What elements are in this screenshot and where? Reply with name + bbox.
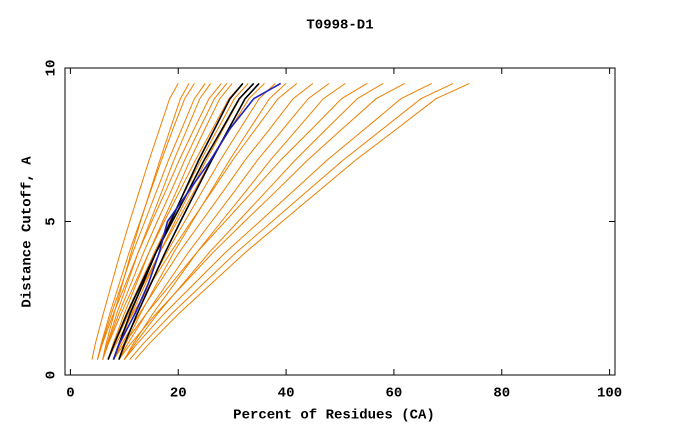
chart-title: T0998-D1	[306, 18, 373, 34]
x-tick-label: 100	[597, 386, 622, 402]
x-tick-label: 60	[386, 386, 403, 402]
x-tick-label: 20	[170, 386, 187, 402]
series-line	[102, 83, 212, 360]
series-line	[102, 83, 244, 360]
series-line	[134, 82, 470, 360]
series-line	[118, 83, 287, 360]
y-tick-label: 5	[44, 217, 60, 225]
series-line	[112, 82, 282, 360]
series-line	[91, 83, 179, 360]
series-line	[107, 83, 265, 360]
series-line	[118, 82, 260, 360]
series-line	[118, 82, 405, 360]
series-line	[113, 82, 368, 360]
x-tick-label: 80	[493, 386, 510, 402]
plot-area	[91, 82, 470, 360]
series-line	[112, 82, 244, 360]
y-tick-label: 10	[44, 60, 60, 77]
series-line	[118, 82, 330, 360]
x-tick-label: 0	[66, 386, 74, 402]
series-line	[102, 83, 190, 360]
y-tick-label: 0	[44, 371, 60, 379]
series-line	[102, 83, 228, 360]
series-line	[123, 82, 384, 360]
series-line	[107, 83, 233, 360]
series-line	[107, 82, 255, 360]
series-line	[123, 82, 346, 360]
series-line	[123, 82, 432, 360]
series-line	[129, 82, 454, 360]
x-tick-label: 40	[278, 386, 295, 402]
x-axis-label: Percent of Residues (CA)	[233, 408, 435, 424]
series-line	[96, 83, 222, 360]
y-axis-label: Distance Cutoff, A	[20, 156, 36, 308]
series-line	[96, 83, 206, 360]
